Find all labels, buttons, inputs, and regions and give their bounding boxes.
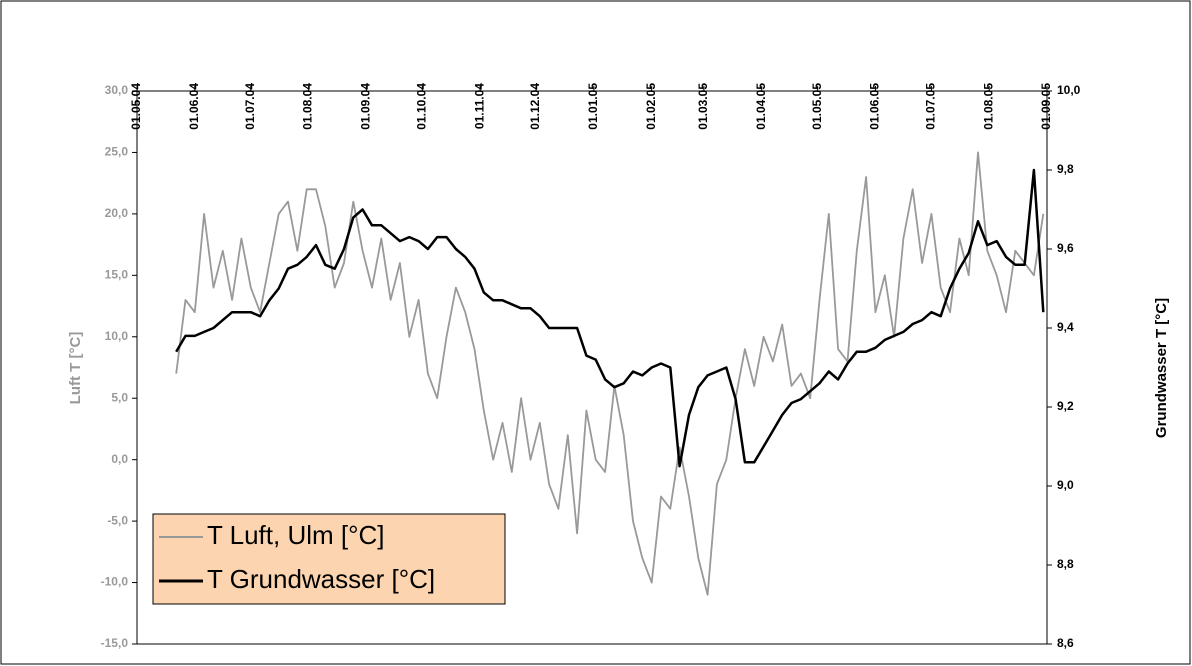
y-tick-label: -15,0 [101,636,129,650]
x-tick-label: 01.01.05 [586,83,600,130]
x-tick-label: 01.08.04 [301,83,315,130]
y2-tick-label: 9,6 [1057,241,1074,255]
y-tick-label: 15,0 [105,268,129,282]
x-tick-label: 01.11.04 [472,83,486,129]
y-tick-label: 0,0 [111,452,128,466]
y2-tick-label: 9,8 [1057,162,1074,176]
y-axis-title: Luft T [°C] [67,332,84,405]
x-tick-label: 01.10.04 [414,83,428,130]
legend-label: T Luft, Ulm [°C] [207,520,385,550]
x-tick-label: 01.03.05 [696,83,710,130]
x-tick-label: 01.12.04 [528,83,542,130]
x-tick-label: 01.07.04 [243,83,257,130]
x-tick-label: 01.08.05 [981,83,995,130]
y-tick-label: 10,0 [105,329,129,343]
y2-tick-label: 9,4 [1057,320,1074,334]
y2-tick-label: 8,8 [1057,557,1074,571]
line-series [175,168,1045,468]
y-tick-label: 5,0 [111,390,128,404]
y-tick-label: 25,0 [105,145,129,159]
legend-label: T Grundwasser [°C] [207,564,435,594]
y-tick-label: -10,0 [101,575,129,589]
y-tick-label: 30,0 [105,83,129,97]
y2-axis-title: Grundwasser T [°C] [1153,298,1170,438]
x-tick-label: 01.06.05 [868,83,882,130]
x-tick-label: 01.02.05 [644,83,658,130]
legend-box [152,513,506,605]
x-tick-label: 01.04.05 [754,83,768,130]
y2-tick-label: 9,0 [1057,478,1074,492]
y-tick-label: -5,0 [107,513,128,527]
x-tick-label: 01.06.04 [187,83,201,130]
x-tick-label: 01.09.04 [359,83,373,130]
line-series [175,151,1045,596]
x-tick-label: 01.07.05 [924,83,938,130]
y2-tick-label: 10,0 [1057,83,1081,97]
x-tick-label: 01.09.05 [1039,83,1053,130]
y2-tick-label: 9,2 [1057,399,1074,413]
y2-tick-label: 8,6 [1057,636,1074,650]
x-tick-label: 01.05.05 [810,83,824,130]
y-tick-label: 20,0 [105,206,129,220]
x-tick-label: 01.05.04 [129,83,143,130]
